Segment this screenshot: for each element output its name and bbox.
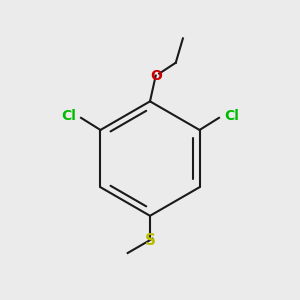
- Text: S: S: [145, 232, 155, 247]
- Text: Cl: Cl: [224, 109, 239, 123]
- Text: Cl: Cl: [61, 109, 76, 123]
- Text: O: O: [150, 69, 162, 82]
